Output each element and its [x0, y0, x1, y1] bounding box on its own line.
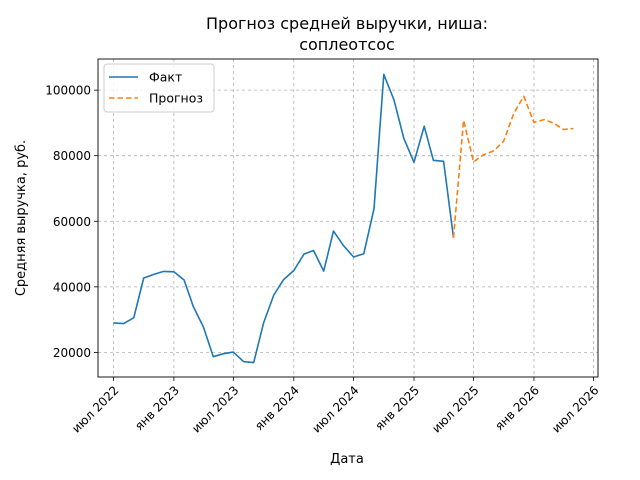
series-layer [113, 73, 574, 364]
y-tick-label: 80000 [53, 149, 91, 163]
y-tick-label: 20000 [53, 346, 91, 360]
x-tick-label: янв 2023 [132, 383, 182, 433]
x-tick-label: янв 2024 [252, 383, 302, 433]
y-tick-label: 60000 [53, 215, 91, 229]
x-axis-label: Дата [330, 452, 364, 467]
y-axis-label: Средняя выручка, руб. [14, 140, 29, 296]
plot-frame [97, 58, 599, 378]
x-tick-label: июл 2024 [309, 383, 361, 435]
x-tick-label: июл 2026 [549, 383, 601, 435]
legend-label-forecast: Прогноз [149, 91, 203, 106]
legend: Факт Прогноз [103, 63, 215, 113]
x-tick-label: янв 2026 [492, 383, 542, 433]
x-tick-label: янв 2025 [372, 383, 422, 433]
chart-title-line-2: соплеотсос [299, 35, 395, 54]
x-tick-label: июл 2022 [69, 383, 121, 435]
legend-label-fact: Факт [149, 70, 182, 85]
legend-box [103, 63, 215, 113]
series-line-fact [113, 73, 455, 364]
y-tick-label: 40000 [53, 280, 91, 294]
grid [98, 59, 598, 377]
y-tick-label: 100000 [45, 84, 91, 98]
chart-title-line-1: Прогноз средней выручки, ниша: [206, 14, 488, 33]
axes [97, 58, 599, 378]
series-line-forecast [452, 95, 574, 238]
x-tick-label: июл 2023 [189, 383, 241, 435]
x-tick-label: июл 2025 [429, 383, 481, 435]
